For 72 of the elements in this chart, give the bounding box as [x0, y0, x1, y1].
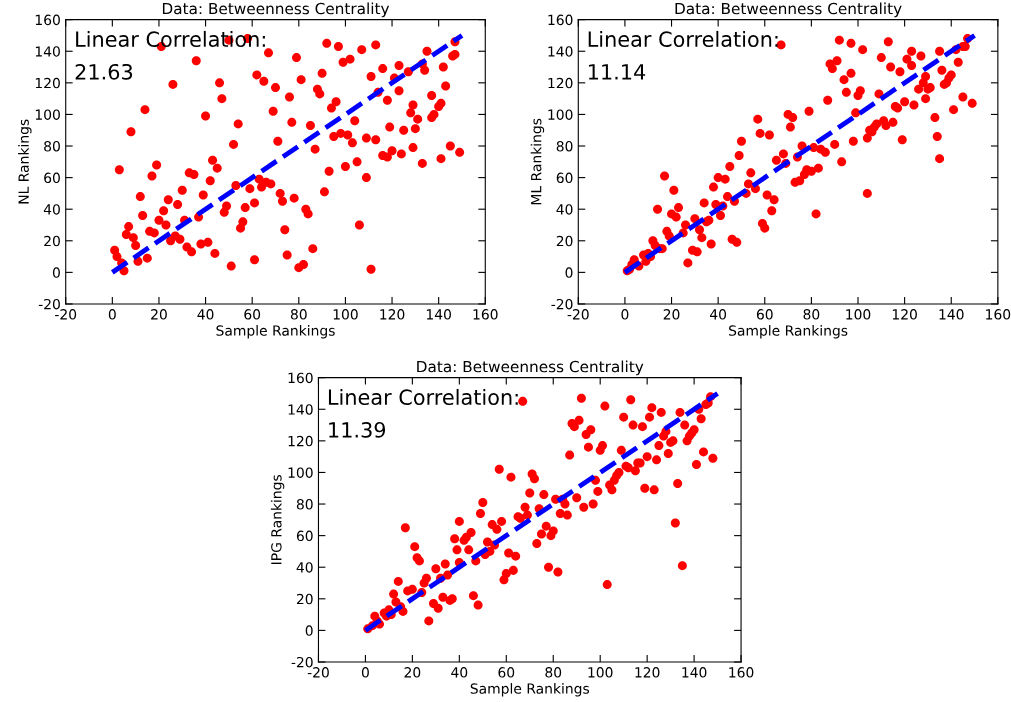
x-tick-label: 120 [635, 667, 660, 678]
x-tick-label: 100 [846, 309, 871, 320]
x-tick-label: 160 [473, 309, 498, 320]
y-tick-label: 20 [44, 235, 60, 247]
y-tick-label: 100 [548, 109, 573, 120]
x-tick-label: 20 [151, 309, 167, 320]
y-tick-label: 60 [556, 172, 573, 184]
y-tick-label: 0 [52, 267, 60, 278]
x-axis-title: Sample Rankings [729, 325, 848, 339]
x-tick-label: 60 [244, 309, 261, 320]
y-tick-label: 140 [35, 46, 60, 57]
x-tick-label: 140 [682, 667, 707, 678]
y-tick-label: 160 [548, 14, 573, 26]
y-tick-label: 40 [296, 562, 313, 573]
x-tick-label: 0 [108, 309, 116, 320]
y-axis-title: NL Rankings [18, 119, 32, 204]
chart-title: Data: Betweenness Centrality [675, 2, 902, 18]
x-tick-label: 0 [361, 667, 369, 678]
x-tick-label: -20 [567, 309, 589, 320]
y-tick-label: 20 [556, 235, 573, 247]
x-axis-title: Sample Rankings [470, 683, 590, 697]
y-tick-label: 40 [43, 204, 60, 215]
y-tick-label: -20 [551, 298, 573, 310]
x-axis-title: Sample Rankings [216, 325, 335, 339]
x-tick-label: 100 [588, 667, 613, 678]
y-tick-label: 100 [288, 467, 313, 478]
y-tick-label: 160 [35, 14, 60, 26]
x-tick-label: 20 [404, 667, 421, 678]
y-tick-label: 60 [44, 172, 60, 184]
y-tick-label: 0 [565, 267, 573, 278]
annotation: Linear Correlation: [328, 388, 518, 406]
x-tick-label: 160 [986, 309, 1011, 320]
y-tick-label: 0 [305, 625, 313, 636]
y-tick-label: -20 [38, 298, 60, 310]
chart-title: Data: Betweenness Centrality [417, 360, 644, 376]
y-tick-label: 40 [556, 204, 573, 215]
x-tick-label: 40 [451, 667, 468, 678]
x-tick-label: 40 [197, 309, 214, 320]
y-tick-label: 120 [548, 77, 573, 89]
y-tick-label: 60 [296, 530, 313, 542]
x-tick-label: 140 [939, 309, 964, 320]
x-tick-label: 140 [426, 309, 451, 320]
x-tick-label: 80 [803, 309, 820, 320]
x-tick-label: 40 [709, 309, 727, 320]
x-tick-label: 0 [621, 309, 629, 320]
y-tick-label: 80 [44, 140, 60, 152]
y-tick-label: 140 [288, 404, 313, 415]
x-tick-label: 100 [333, 309, 358, 320]
y-tick-label: 80 [556, 140, 573, 152]
x-tick-label: 20 [663, 309, 680, 320]
x-tick-label: 60 [498, 667, 515, 678]
x-tick-label: 60 [756, 309, 773, 320]
y-tick-label: 120 [288, 435, 313, 447]
annotation: 11.39 [329, 421, 386, 438]
y-tick-label: 140 [548, 46, 573, 57]
x-tick-label: 120 [892, 309, 917, 320]
annotation: 11.14 [588, 64, 646, 80]
x-tick-label: -20 [307, 667, 329, 678]
y-axis-title: IPG Rankings [270, 474, 285, 564]
x-tick-label: 120 [380, 309, 405, 320]
x-tick-label: -20 [55, 309, 77, 320]
x-tick-label: 160 [729, 667, 754, 678]
y-tick-label: 120 [35, 77, 60, 89]
y-tick-label: 80 [296, 499, 313, 510]
annotation: 21.63 [75, 63, 133, 80]
y-tick-label: 20 [296, 593, 313, 605]
y-tick-label: 160 [288, 372, 313, 384]
y-axis-title: ML Rankings [530, 118, 545, 205]
annotation: Linear Correlation: [588, 30, 778, 48]
chart-title: Data: Betweenness Centrality [162, 2, 390, 18]
y-tick-label: -20 [291, 656, 313, 668]
y-tick-label: 100 [35, 109, 60, 120]
